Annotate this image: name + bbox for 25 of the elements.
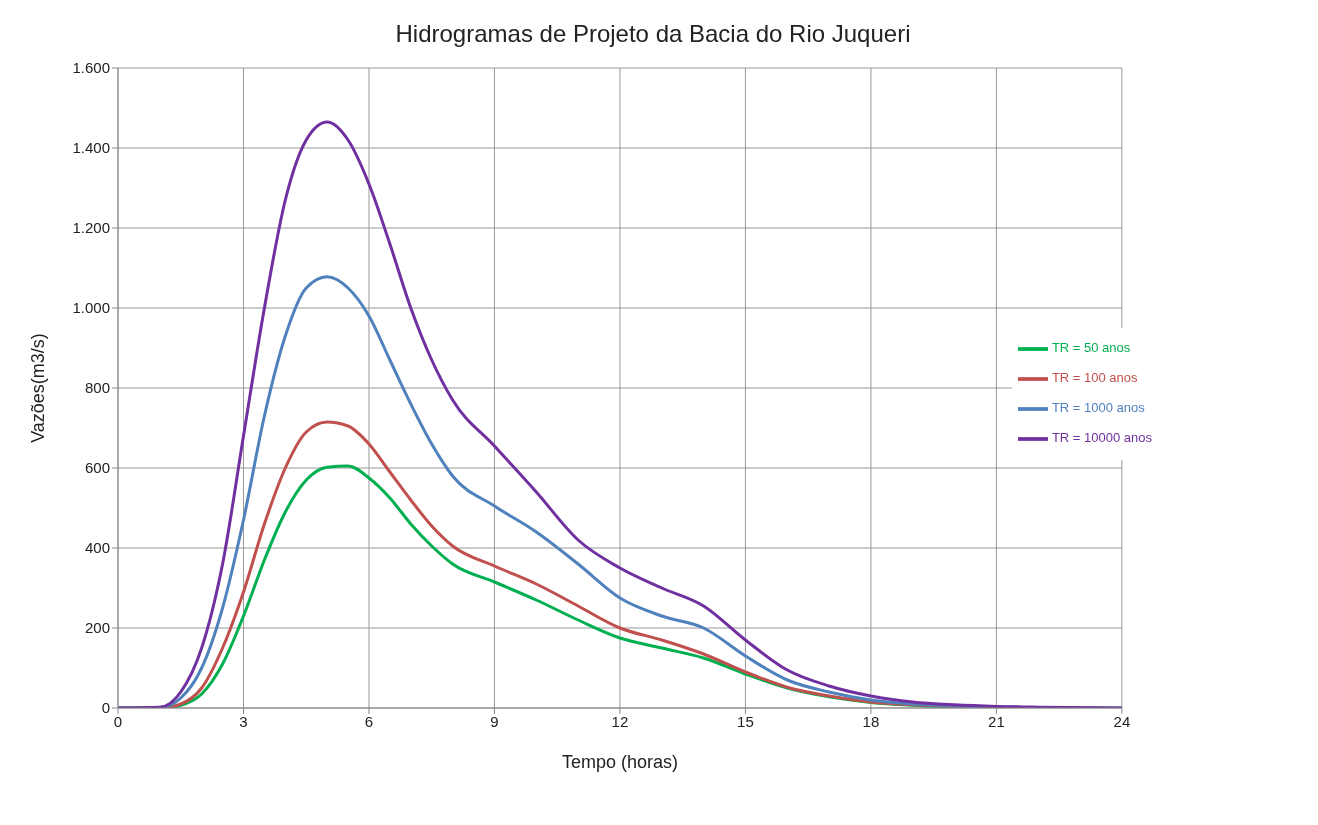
x-tick-label: 12 [611, 712, 629, 730]
x-tick-label: 21 [988, 712, 1005, 730]
y-tick-label: 600 [84, 459, 110, 477]
x-tick-label: 18 [862, 712, 880, 730]
x-tick-label: 15 [737, 712, 754, 730]
legend-label: TR = 50 anos [1051, 340, 1131, 356]
x-tick-label: 9 [490, 712, 499, 730]
x-tick-label: 0 [113, 712, 123, 730]
y-tick-label: 1.200 [72, 219, 110, 237]
legend-label: TR = 1000 anos [1051, 400, 1145, 416]
legend-label: TR = 100 anos [1051, 370, 1138, 386]
y-tick-label: 800 [84, 379, 110, 397]
y-tick-label: 400 [84, 539, 110, 557]
y-tick-label: 1.400 [72, 139, 110, 157]
x-tick-label: 3 [239, 712, 248, 730]
x-tick-label: 6 [364, 712, 374, 730]
y-tick-label: 1.000 [72, 299, 110, 317]
x-axis-title: Tempo (horas) [561, 752, 678, 772]
y-tick-label: 1.600 [72, 59, 110, 77]
chart-title: Hidrogramas de Projeto da Bacia do Rio Juqueri [394, 20, 912, 48]
y-tick-label: 200 [84, 619, 110, 637]
x-tick-label: 24 [1113, 712, 1131, 730]
y-tick-label: 0 [101, 699, 110, 717]
y-axis-title: Vazões(m3/s) [28, 333, 49, 443]
legend-label: TR = 10000 anos [1051, 430, 1152, 446]
